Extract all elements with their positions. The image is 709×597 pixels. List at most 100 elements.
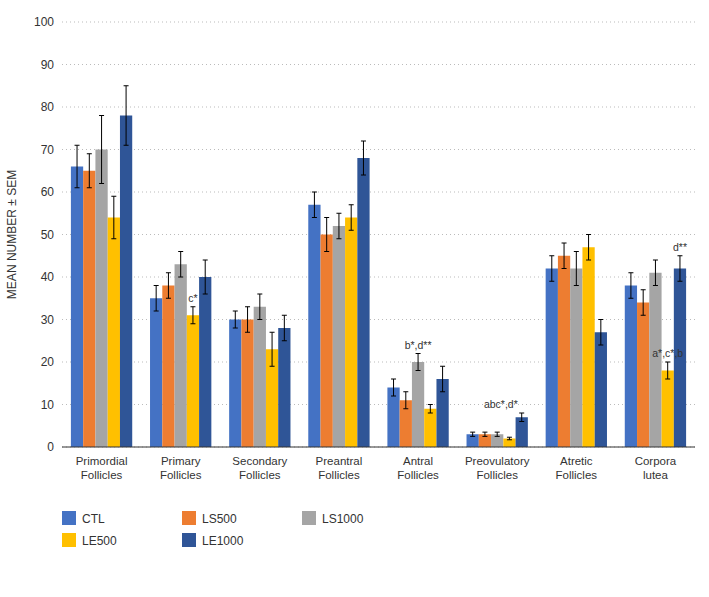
- error-bars: [87, 154, 646, 437]
- error-bar: [549, 256, 554, 282]
- legend-label: LS500: [202, 512, 237, 526]
- error-bar: [416, 354, 421, 371]
- legend-label: LS1000: [322, 512, 364, 526]
- error-bars: [99, 116, 658, 437]
- error-bar: [336, 213, 341, 239]
- annotation: d**: [673, 241, 687, 253]
- error-bar: [312, 192, 317, 218]
- error-bar: [507, 437, 512, 440]
- grid-line: [62, 22, 695, 23]
- bar: [546, 269, 558, 448]
- annotation: b*,d**: [405, 339, 432, 351]
- y-tick-label: 100: [34, 15, 54, 29]
- chart: 0102030405060708090100MEAN NUMBER ± SEMP…: [0, 0, 709, 597]
- x-axis: PrimordialFolliclesPrimaryFolliclesSecon…: [76, 455, 677, 481]
- error-bar: [665, 362, 670, 379]
- y-tick-label: 40: [41, 270, 55, 284]
- plot-area: [71, 86, 686, 447]
- error-bar: [87, 154, 92, 188]
- legend-label: LE1000: [202, 534, 244, 548]
- error-bars: [111, 196, 670, 440]
- error-bar: [495, 432, 500, 436]
- bar: [95, 150, 107, 448]
- legend-swatch: [302, 511, 316, 525]
- annotation: c*: [188, 292, 197, 304]
- error-bar: [111, 196, 116, 239]
- error-bar: [440, 366, 445, 392]
- error-bar: [428, 405, 433, 414]
- bar: [120, 116, 132, 448]
- x-axis-line: [62, 447, 695, 448]
- series: [71, 167, 637, 448]
- error-bar: [628, 273, 633, 299]
- series: [95, 150, 661, 448]
- annotations: c*b*,d**abc*,d*a*,c*,bd**: [188, 241, 687, 410]
- bar: [254, 307, 266, 447]
- bar: [241, 320, 253, 448]
- grid-line: [62, 64, 695, 65]
- grid-line: [62, 107, 695, 108]
- legend-label: CTL: [82, 512, 105, 526]
- bar: [662, 371, 674, 448]
- grid-line: [62, 447, 695, 448]
- legend-label: LE500: [82, 534, 117, 548]
- error-bar: [482, 432, 487, 436]
- x-tick-label: PrimordialFollicles: [76, 455, 128, 481]
- legend: CTL LS500 LS1000 LE500 LE1000: [62, 511, 364, 548]
- y-tick-label: 90: [41, 58, 55, 72]
- y-tick-label: 60: [41, 185, 55, 199]
- error-bar: [124, 86, 129, 146]
- error-bar: [391, 379, 396, 396]
- error-bar: [245, 307, 250, 333]
- error-bar: [403, 392, 408, 409]
- legend-swatch: [182, 511, 196, 525]
- legend-swatch: [182, 533, 196, 547]
- x-tick-label: PreantralFollicles: [316, 455, 363, 481]
- y-tick-label: 80: [41, 100, 55, 114]
- bar: [570, 269, 582, 448]
- annotation: abc*,d*: [484, 398, 518, 410]
- error-bar: [75, 145, 80, 188]
- bar: [649, 273, 661, 447]
- bar: [625, 286, 637, 448]
- bar: [357, 158, 369, 447]
- error-bar: [203, 260, 208, 294]
- bar: [278, 328, 290, 447]
- error-bar: [562, 243, 567, 269]
- grid-line: [62, 234, 695, 235]
- error-bar: [586, 235, 591, 261]
- error-bar: [190, 307, 195, 324]
- bar: [108, 218, 120, 448]
- error-bar: [99, 116, 104, 184]
- y-axis-label: MEAN NUMBER ± SEM: [5, 170, 19, 299]
- y-axis: 0102030405060708090100: [34, 15, 695, 454]
- error-bar: [282, 315, 287, 341]
- error-bar: [257, 294, 262, 320]
- y-tick-label: 30: [41, 313, 55, 327]
- error-bar: [641, 290, 646, 316]
- error-bars: [124, 86, 683, 422]
- bar: [83, 171, 95, 447]
- x-tick-label: AntralFollicles: [397, 455, 439, 481]
- error-bar: [178, 252, 183, 278]
- error-bar: [519, 413, 524, 422]
- bar: [595, 332, 607, 447]
- error-bar: [154, 286, 159, 312]
- bar: [582, 247, 594, 447]
- x-tick-label: PreovulatoryFollicles: [465, 455, 530, 481]
- y-tick-label: 20: [41, 355, 55, 369]
- bar: [187, 315, 199, 447]
- y-tick-label: 70: [41, 143, 55, 157]
- error-bar: [470, 432, 475, 436]
- bar: [162, 286, 174, 448]
- bar: [637, 303, 649, 448]
- x-tick-label: AtreticFollicles: [556, 455, 598, 481]
- bar: [424, 409, 436, 447]
- bar: [229, 320, 241, 448]
- bar: [308, 205, 320, 447]
- grid-line: [62, 192, 695, 193]
- x-tick-label: PrimaryFollicles: [160, 455, 202, 481]
- error-bar: [324, 218, 329, 252]
- error-bar: [361, 141, 366, 175]
- error-bar: [270, 332, 275, 366]
